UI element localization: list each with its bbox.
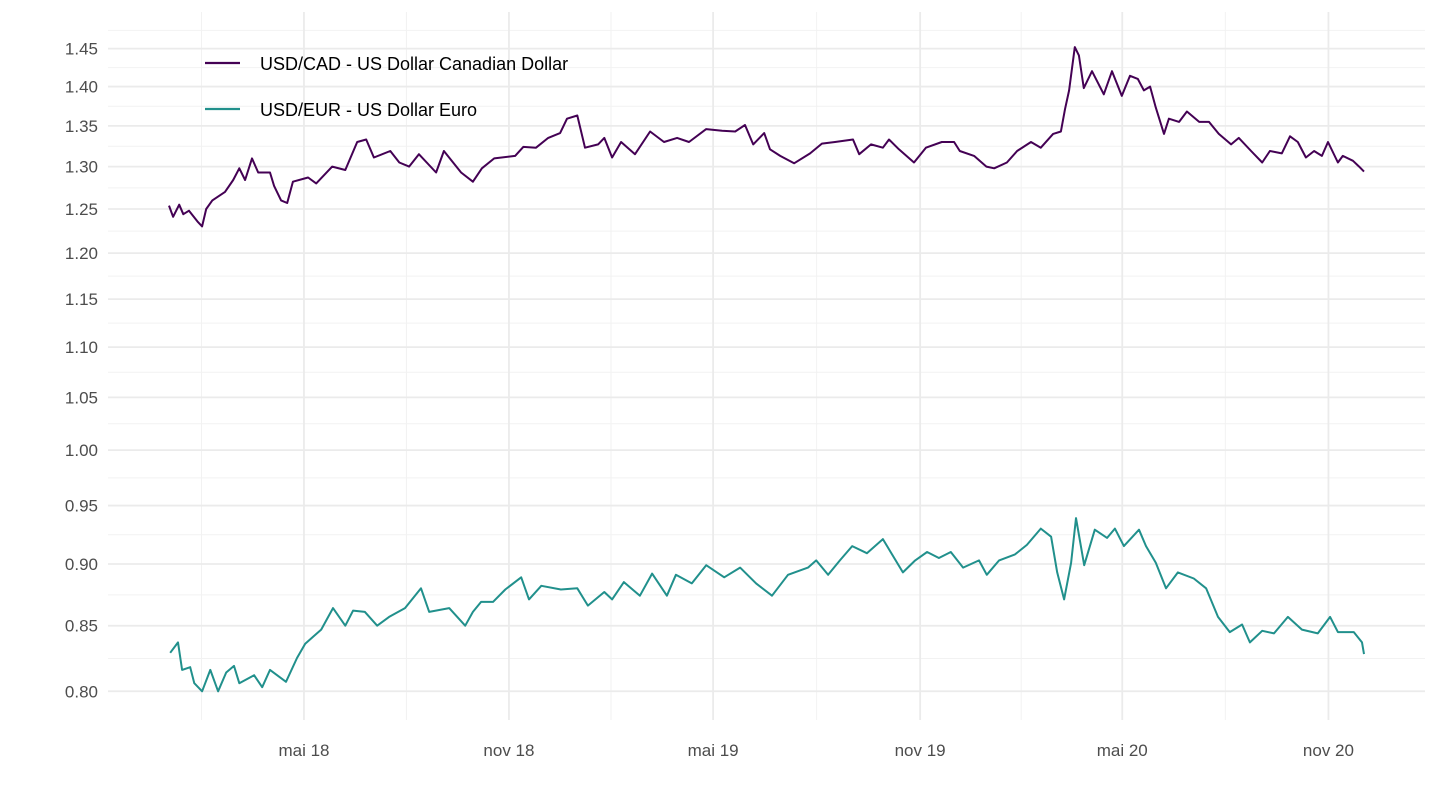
x-tick-label: mai 20 (1097, 741, 1148, 760)
legend: USD/CAD - US Dollar Canadian Dollar USD/… (205, 54, 568, 120)
legend-label-usd-cad: USD/CAD - US Dollar Canadian Dollar (260, 54, 568, 74)
y-tick-label: 0.80 (65, 682, 98, 701)
y-tick-label: 0.95 (65, 497, 98, 516)
x-tick-label: mai 19 (688, 741, 739, 760)
y-tick-label: 0.90 (65, 555, 98, 574)
x-tick-label: nov 20 (1303, 741, 1354, 760)
y-tick-label: 1.40 (65, 78, 98, 97)
y-tick-label: 1.20 (65, 244, 98, 263)
x-tick-label: nov 18 (483, 741, 534, 760)
y-tick-label: 1.10 (65, 338, 98, 357)
y-tick-label: 0.85 (65, 617, 98, 636)
x-tick-label: mai 18 (278, 741, 329, 760)
legend-item-usd-cad: USD/CAD - US Dollar Canadian Dollar (205, 54, 568, 74)
y-tick-label: 1.35 (65, 117, 98, 136)
series-lines (168, 46, 1365, 693)
y-tick-label: 1.30 (65, 158, 98, 177)
x-axis-tick-labels: mai 18 nov 18 mai 19 nov 19 mai 20 nov 20 (278, 741, 1354, 760)
y-tick-label: 1.00 (65, 441, 98, 460)
y-tick-label: 1.05 (65, 388, 98, 407)
y-axis-tick-labels: 0.80 0.85 0.90 0.95 1.00 1.05 1.10 1.15 1.20 1.25… (65, 40, 98, 702)
y-tick-label: 1.25 (65, 200, 98, 219)
y-tick-label: 1.15 (65, 290, 98, 309)
major-gridlines (108, 12, 1425, 720)
series-line-usd-cad (168, 46, 1365, 228)
series-line-usd-eur (169, 517, 1365, 693)
legend-item-usd-eur: USD/EUR - US Dollar Euro (205, 100, 477, 120)
x-tick-label: nov 19 (895, 741, 946, 760)
legend-label-usd-eur: USD/EUR - US Dollar Euro (260, 100, 477, 120)
y-tick-label: 1.45 (65, 40, 98, 59)
minor-gridlines (108, 12, 1425, 720)
